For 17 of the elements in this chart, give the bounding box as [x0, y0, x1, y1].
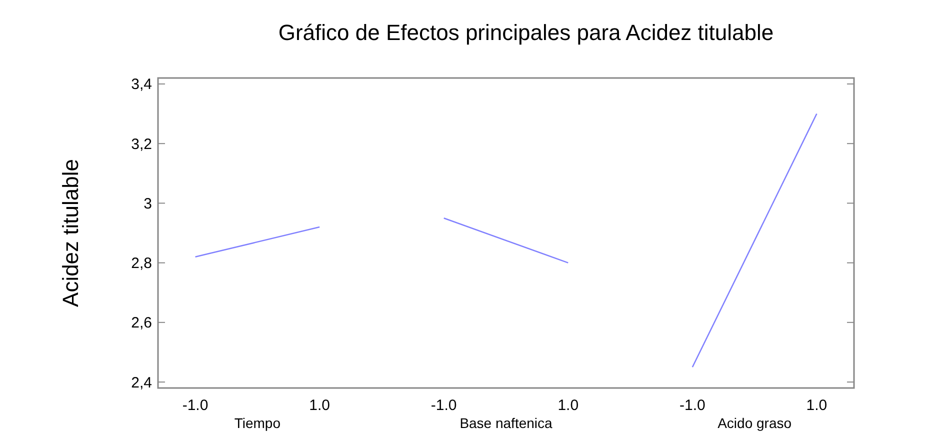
x-tick-label: 1.0 — [806, 397, 828, 414]
text: Acido graso — [718, 415, 792, 431]
x-tick-label: -1.0 — [430, 397, 457, 414]
x-tick-label: 1.0 — [558, 397, 579, 414]
y-axis-title: Acidez titulable — [58, 159, 83, 307]
chart-title: Gráfico de Efectos principales para Acidez titulable — [278, 20, 774, 45]
y-tick-label: 2,4 — [131, 374, 152, 392]
y-tick-label: 3 — [144, 195, 152, 212]
x-tick-label: -1.0 — [680, 397, 706, 414]
text: Tiempo — [234, 415, 281, 431]
y-tick-label: 2,6 — [131, 314, 152, 332]
y-tick-label: 2,8 — [131, 255, 152, 272]
y-tick-label: 3,2 — [131, 136, 152, 153]
x-tick-label: -1.0 — [182, 397, 208, 414]
text: Base naftenica — [460, 415, 553, 431]
y-tick-label: 3,4 — [131, 76, 152, 94]
x-tick-label: 1.0 — [309, 397, 330, 414]
